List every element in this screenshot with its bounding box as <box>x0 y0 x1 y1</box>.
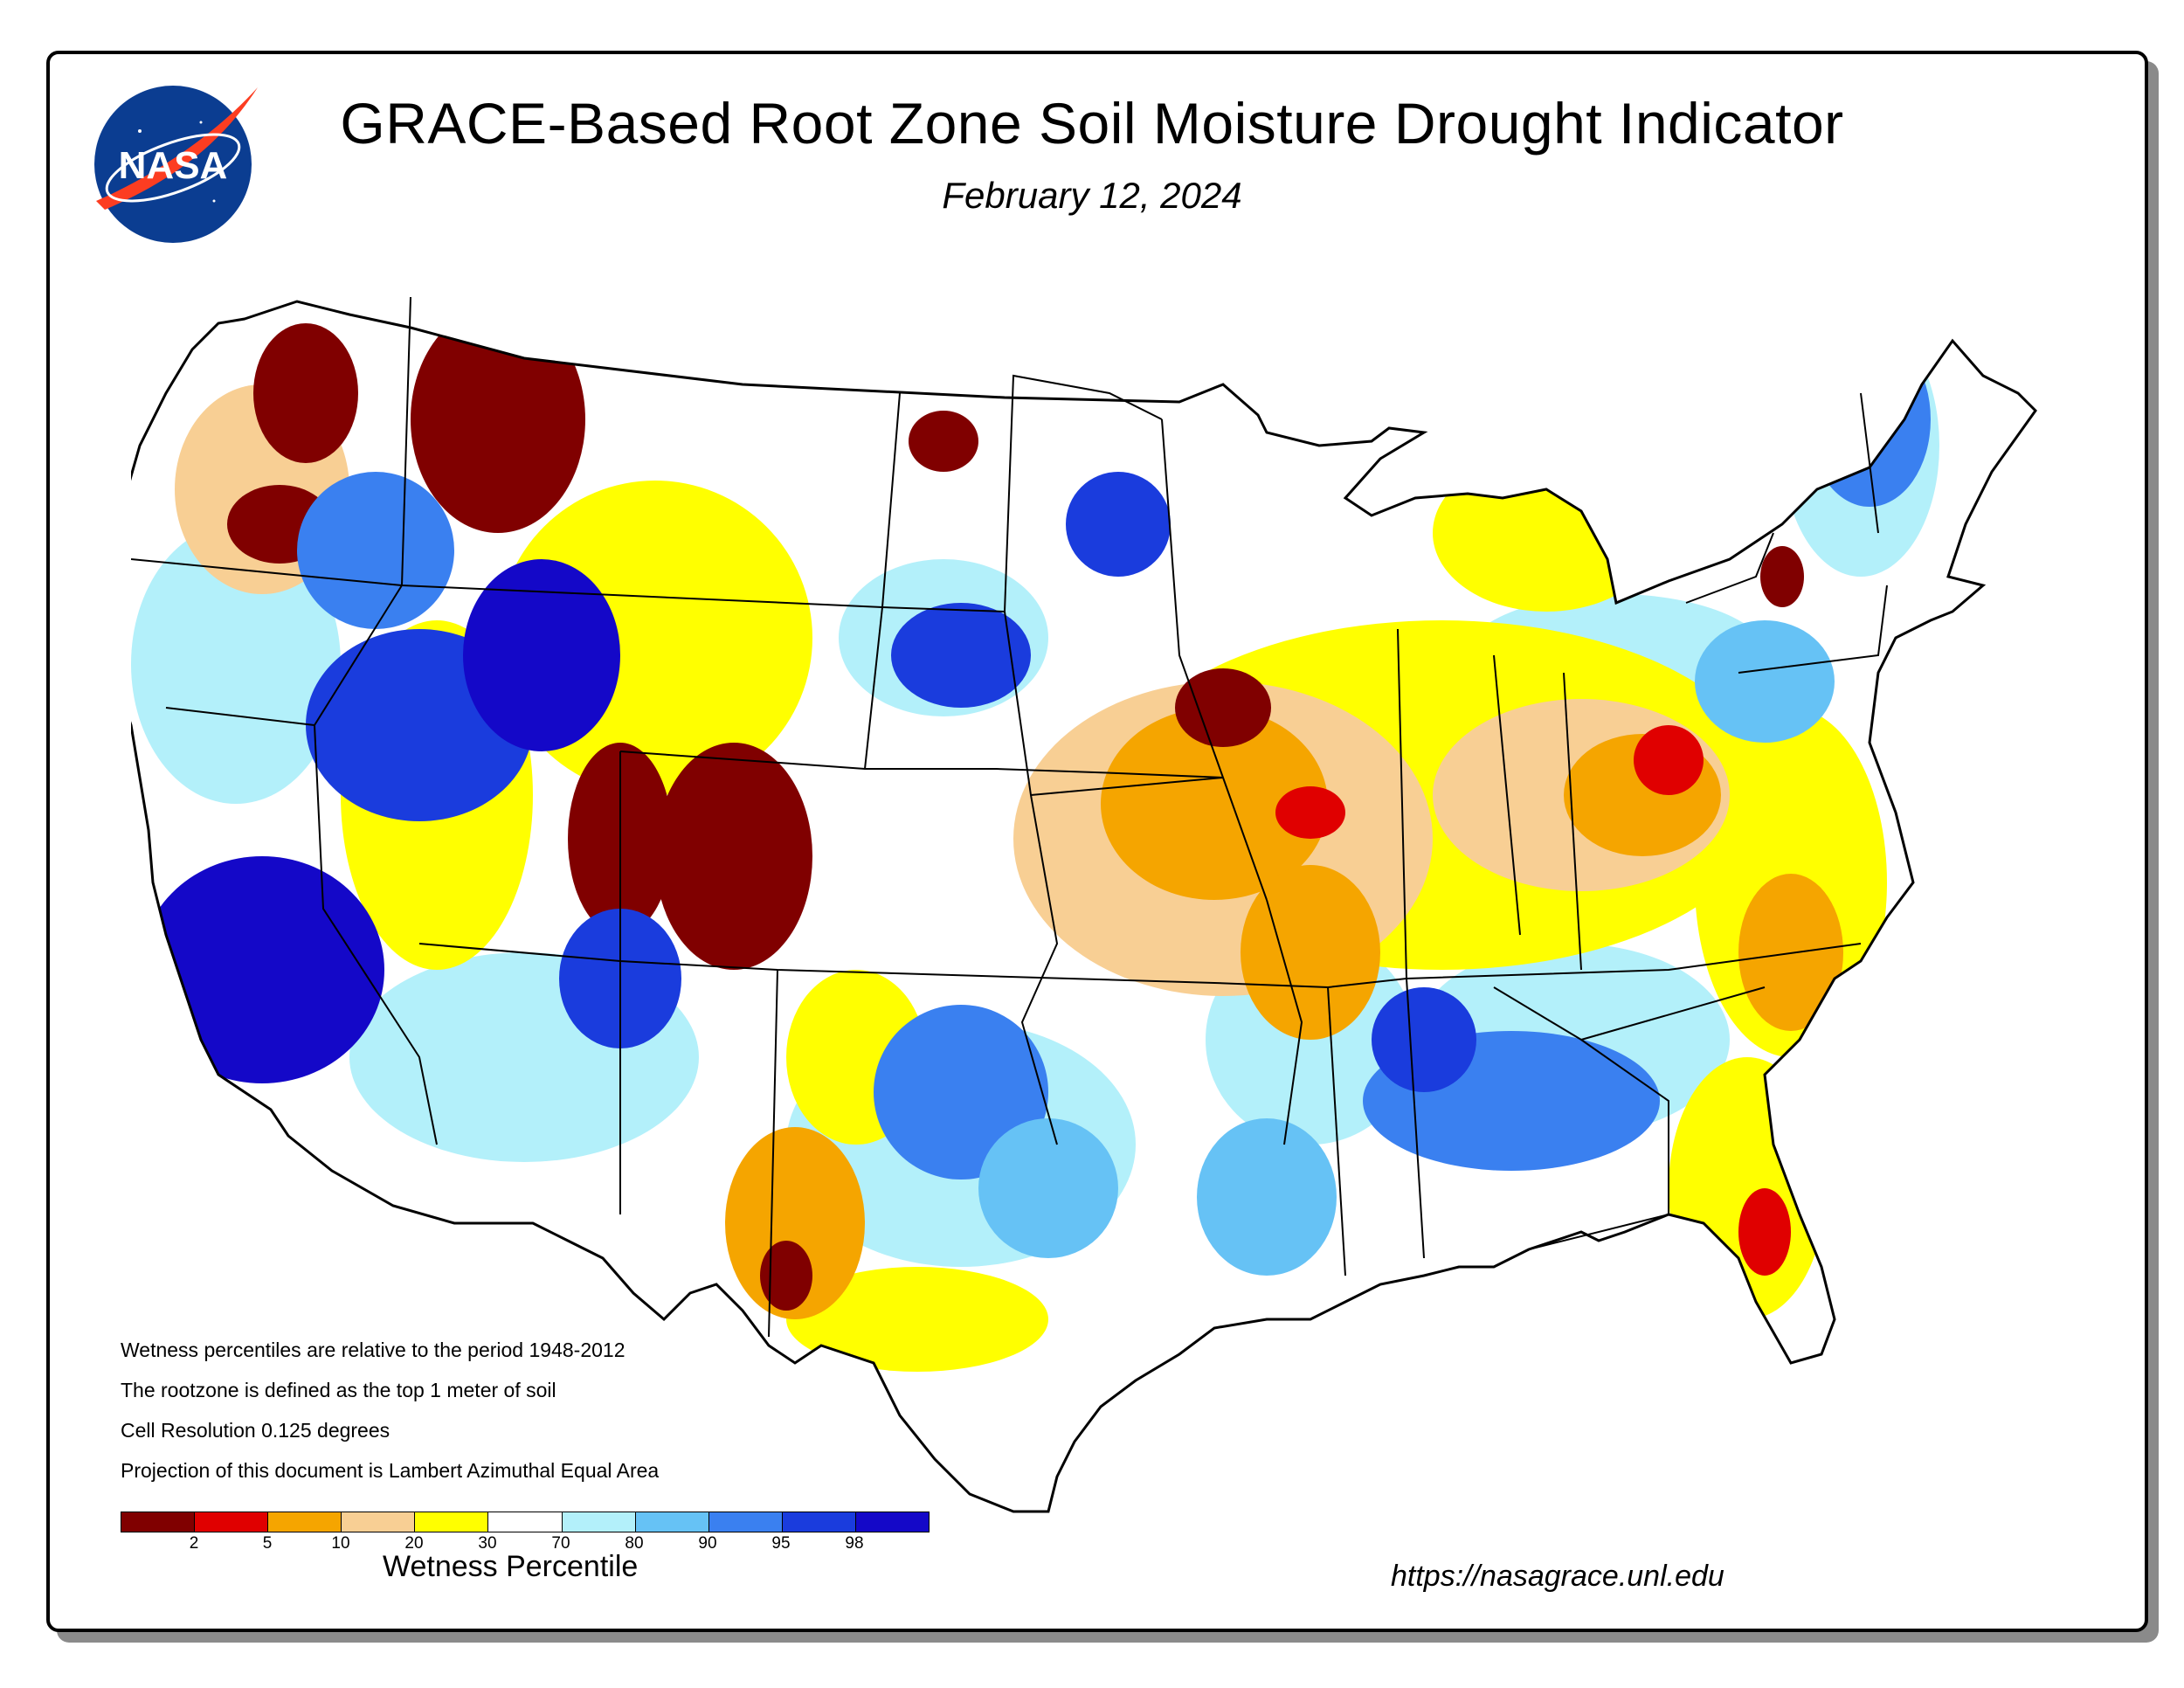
legend-swatch <box>415 1512 489 1532</box>
legend-swatch <box>635 1512 709 1532</box>
legend-swatch <box>488 1512 563 1532</box>
map-date: February 12, 2024 <box>942 175 1242 216</box>
state-boundaries <box>131 296 1888 1338</box>
legend-swatch <box>562 1512 636 1532</box>
legend-color-bar <box>121 1512 930 1532</box>
note-cell-resolution: Cell Resolution 0.125 degrees <box>121 1419 390 1442</box>
legend-swatch <box>121 1512 196 1532</box>
legend-tick-label: 2 <box>189 1534 199 1553</box>
legend-tick-label: 95 <box>771 1534 791 1553</box>
legend-tick-label: 70 <box>551 1534 570 1553</box>
legend-title: Wetness Percentile <box>383 1550 639 1583</box>
legend-swatch <box>855 1512 930 1532</box>
legend-tick-label: 90 <box>698 1534 717 1553</box>
legend-tick-label: 30 <box>478 1534 497 1553</box>
notes-block: Wetness percentiles are relative to the … <box>121 1330 659 1491</box>
note-projection: Projection of this document is Lambert A… <box>121 1459 660 1482</box>
note-baseline-period: Wetness percentiles are relative to the … <box>121 1339 625 1361</box>
legend-swatch <box>782 1512 856 1532</box>
nasa-logo: NASA <box>94 86 258 243</box>
note-rootzone-definition: The rootzone is defined as the top 1 met… <box>121 1379 556 1401</box>
wetness-legend: 2 5 10 20 30 70 80 90 95 98 Wetness Percentile <box>121 1512 933 1590</box>
conus-drought-map <box>131 296 2037 1513</box>
legend-tick-label: 5 <box>262 1534 273 1553</box>
legend-swatch <box>268 1512 342 1532</box>
wetness-field <box>131 306 1939 1372</box>
legend-swatch <box>195 1512 269 1532</box>
legend-tick-label: 98 <box>845 1534 864 1553</box>
legend-tick-label: 10 <box>331 1534 350 1553</box>
source-url[interactable]: https://nasagrace.unl.edu <box>1391 1560 1724 1593</box>
legend-tick-label: 80 <box>625 1534 644 1553</box>
legend-tick-label: 20 <box>404 1534 424 1553</box>
legend-swatch <box>342 1512 416 1532</box>
legend-swatch <box>708 1512 783 1532</box>
map-title: GRACE-Based Root Zone Soil Moisture Drou… <box>340 91 1844 156</box>
svg-text:NASA: NASA <box>119 144 228 187</box>
